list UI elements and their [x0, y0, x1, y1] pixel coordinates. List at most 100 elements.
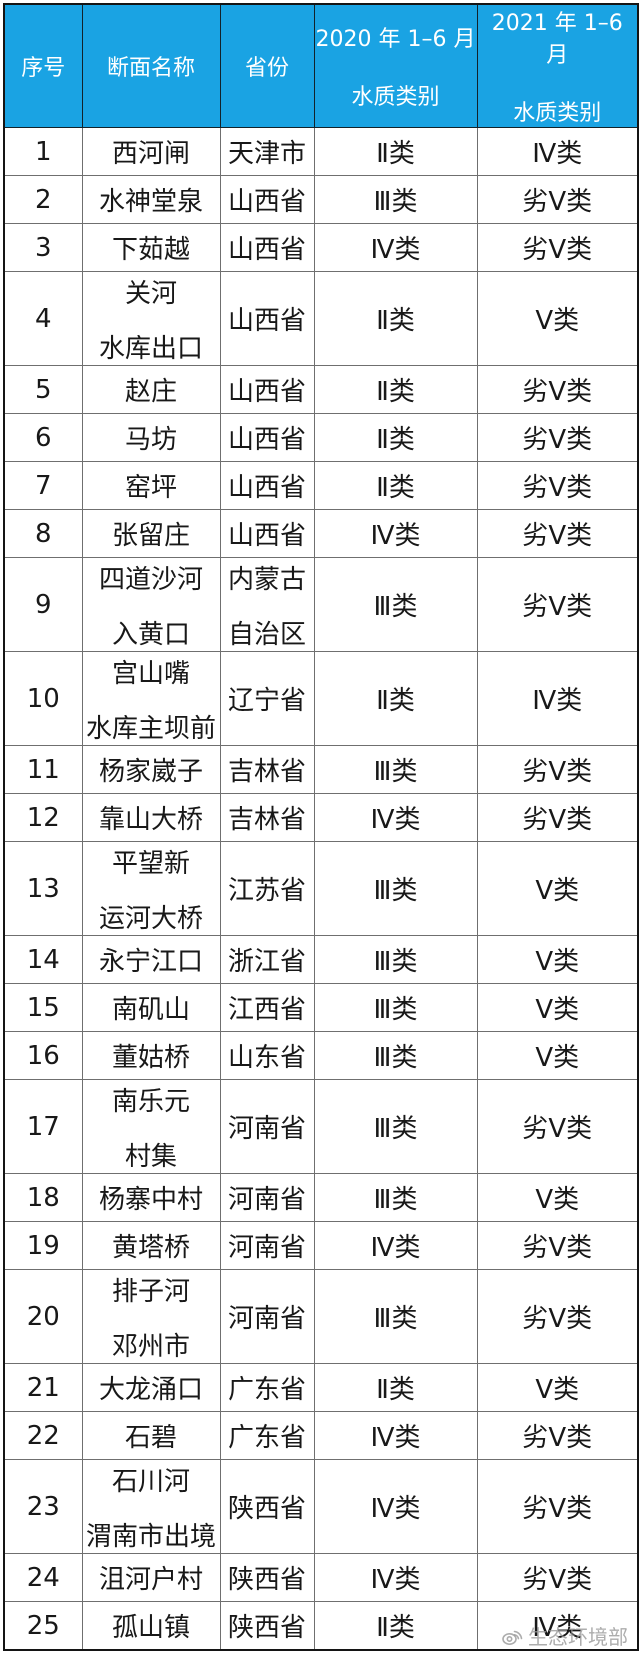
province-cell: 山西省 — [219, 509, 315, 558]
quality-2020-cell: Ⅲ类 — [313, 841, 478, 936]
quality-2020-cell: Ⅳ类 — [313, 509, 478, 558]
table-row: 21 大龙涌口 广东省 Ⅱ类 Ⅴ类 — [3, 1363, 639, 1412]
row-index-cell: 12 — [3, 793, 83, 842]
col-header-2020-label: 水质类别 — [351, 85, 440, 110]
province-cell: 广东省 — [219, 1363, 315, 1412]
row-index-cell: 2 — [3, 175, 83, 224]
quality-2020-cell: Ⅲ类 — [313, 175, 478, 224]
table-row: 24 沮河户村 陕西省 Ⅳ类 劣Ⅴ类 — [3, 1553, 639, 1602]
quality-2020-cell: Ⅳ类 — [313, 223, 478, 272]
section-name-cell: 沮河户村 — [81, 1553, 221, 1602]
quality-2020-cell: Ⅳ类 — [313, 1459, 478, 1554]
province-cell: 辽宁省 — [219, 651, 315, 746]
section-name-cell: 杨家崴子 — [81, 745, 221, 794]
table-row: 17 南乐元 村集 河南省 Ⅲ类 劣Ⅴ类 — [3, 1079, 639, 1174]
province-cell: 山西省 — [219, 175, 315, 224]
col-header-section-name: 断面名称 — [81, 3, 221, 128]
col-header-2020-period: 2020 年 1–6 月 — [315, 27, 476, 52]
row-index-cell: 1 — [3, 127, 83, 176]
row-index-cell: 7 — [3, 461, 83, 510]
section-name-cell-line: 邓州市 — [111, 1331, 190, 1362]
row-index-cell: 19 — [3, 1221, 83, 1270]
province-cell: 吉林省 — [219, 793, 315, 842]
section-name-cell: 四道沙河 入黄口 — [81, 557, 221, 652]
table-row: 12 靠山大桥 吉林省 Ⅳ类 劣Ⅴ类 — [3, 793, 639, 842]
quality-2021-cell: 劣Ⅴ类 — [476, 461, 639, 510]
table-row: 16 董姑桥 山东省 Ⅲ类 Ⅴ类 — [3, 1031, 639, 1080]
table-row: 3 下茹越 山西省 Ⅳ类 劣Ⅴ类 — [3, 223, 639, 272]
quality-2021-cell: Ⅴ类 — [476, 1031, 639, 1080]
row-index-cell: 5 — [3, 365, 83, 414]
water-quality-table: 序号 断面名称 省份 2020 年 1–6 月 水质类别 2021 年 1–6 … — [3, 3, 639, 1651]
province-cell: 吉林省 — [219, 745, 315, 794]
quality-2021-cell: 劣Ⅴ类 — [476, 1269, 639, 1364]
row-index-cell: 9 — [3, 557, 83, 652]
row-index-cell: 4 — [3, 271, 83, 366]
quality-2020-cell: Ⅲ类 — [313, 745, 478, 794]
section-name-cell-line: 南乐元 — [111, 1086, 190, 1117]
quality-2020-cell: Ⅳ类 — [313, 1221, 478, 1270]
section-name-cell-line: 平望新 — [111, 848, 190, 879]
section-name-cell: 永宁江口 — [81, 935, 221, 984]
table-row: 6 马坊 山西省 Ⅱ类 劣Ⅴ类 — [3, 413, 639, 462]
quality-2021-cell: Ⅳ类 — [476, 1601, 639, 1651]
quality-2021-cell: 劣Ⅴ类 — [476, 1411, 639, 1460]
section-name-cell-line: 入黄口 — [111, 619, 190, 650]
row-index-cell: 10 — [3, 651, 83, 746]
col-header-index: 序号 — [3, 3, 83, 128]
section-name-cell-line: 渭南市出境 — [85, 1521, 216, 1552]
quality-2020-cell: Ⅲ类 — [313, 1079, 478, 1174]
table-row: 1 西河闸 天津市 Ⅱ类 Ⅳ类 — [3, 127, 639, 176]
section-name-cell: 南矶山 — [81, 983, 221, 1032]
province-cell: 河南省 — [219, 1079, 315, 1174]
quality-2021-cell: Ⅳ类 — [476, 127, 639, 176]
province-cell: 江苏省 — [219, 841, 315, 936]
section-name-cell: 杨寨中村 — [81, 1173, 221, 1222]
quality-2021-cell: Ⅳ类 — [476, 651, 639, 746]
province-cell: 河南省 — [219, 1173, 315, 1222]
quality-2020-cell: Ⅱ类 — [313, 365, 478, 414]
province-cell: 天津市 — [219, 127, 315, 176]
section-name-cell: 宫山嘴 水库主坝前 — [81, 651, 221, 746]
table-row: 20 排子河 邓州市 河南省 Ⅲ类 劣Ⅴ类 — [3, 1269, 639, 1364]
table-row: 11 杨家崴子 吉林省 Ⅲ类 劣Ⅴ类 — [3, 745, 639, 794]
table-row: 22 石碧 广东省 Ⅳ类 劣Ⅴ类 — [3, 1411, 639, 1460]
section-name-cell-line: 水库出口 — [98, 333, 203, 364]
province-cell: 广东省 — [219, 1411, 315, 1460]
table-row: 4 关河 水库出口 山西省 Ⅱ类 Ⅴ类 — [3, 271, 639, 366]
section-name-cell: 马坊 — [81, 413, 221, 462]
province-cell-line: 自治区 — [227, 619, 306, 650]
section-name-cell-line: 关河 — [124, 278, 177, 309]
quality-2020-cell: Ⅱ类 — [313, 651, 478, 746]
section-name-cell: 孤山镇 — [81, 1601, 221, 1651]
quality-2021-cell: 劣Ⅴ类 — [476, 557, 639, 652]
table-row: 19 黄塔桥 河南省 Ⅳ类 劣Ⅴ类 — [3, 1221, 639, 1270]
province-cell: 江西省 — [219, 983, 315, 1032]
table-row: 5 赵庄 山西省 Ⅱ类 劣Ⅴ类 — [3, 365, 639, 414]
section-name-cell-line: 排子河 — [111, 1276, 190, 1307]
province-cell: 山东省 — [219, 1031, 315, 1080]
province-cell: 山西省 — [219, 223, 315, 272]
section-name-cell: 董姑桥 — [81, 1031, 221, 1080]
col-header-province: 省份 — [219, 3, 315, 128]
quality-2020-cell: Ⅱ类 — [313, 127, 478, 176]
col-header-2020: 2020 年 1–6 月 水质类别 — [313, 3, 478, 128]
row-index-cell: 22 — [3, 1411, 83, 1460]
section-name-cell-line: 村集 — [124, 1141, 177, 1172]
province-cell: 山西省 — [219, 365, 315, 414]
col-header-2021-period: 2021 年 1–6 月 — [491, 11, 623, 68]
row-index-cell: 3 — [3, 223, 83, 272]
section-name-cell: 石碧 — [81, 1411, 221, 1460]
quality-2020-cell: Ⅲ类 — [313, 1269, 478, 1364]
row-index-cell: 25 — [3, 1601, 83, 1651]
row-index-cell: 23 — [3, 1459, 83, 1554]
section-name-cell-line: 四道沙河 — [98, 564, 203, 595]
col-header-2021: 2021 年 1–6 月 水质类别 — [476, 3, 639, 128]
province-cell: 山西省 — [219, 271, 315, 366]
province-cell: 山西省 — [219, 413, 315, 462]
row-index-cell: 16 — [3, 1031, 83, 1080]
row-index-cell: 20 — [3, 1269, 83, 1364]
quality-2021-cell: 劣Ⅴ类 — [476, 793, 639, 842]
quality-2020-cell: Ⅳ类 — [313, 1411, 478, 1460]
quality-2021-cell: Ⅴ类 — [476, 1363, 639, 1412]
